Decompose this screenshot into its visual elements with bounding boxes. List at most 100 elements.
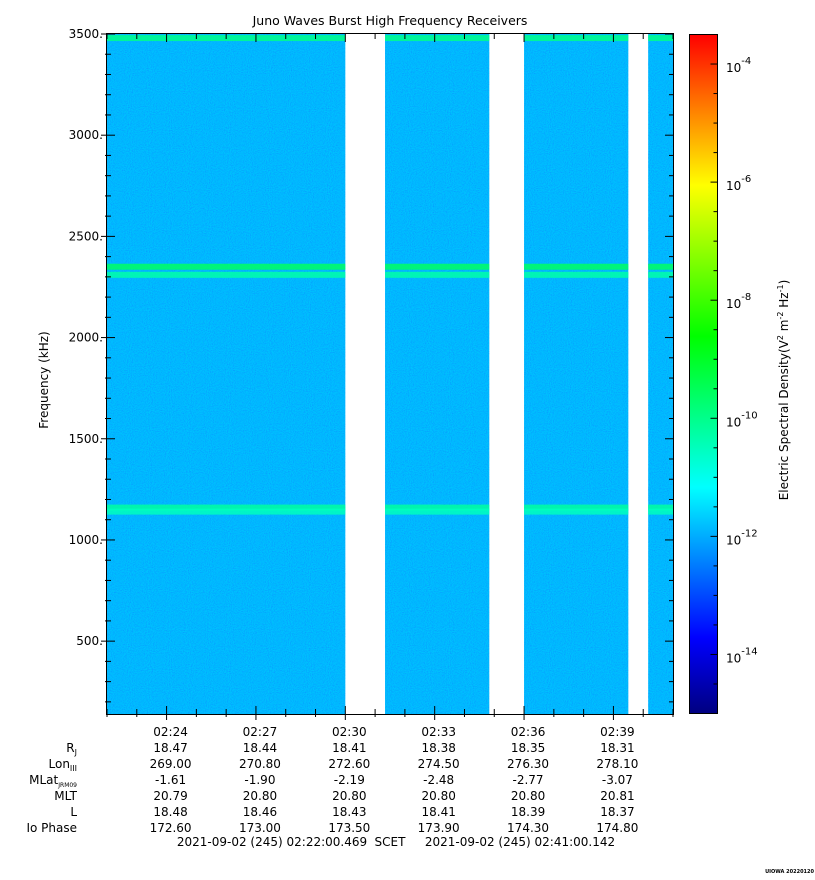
time-range-start: 2021-09-02 (245) 02:22:00.469: [177, 835, 367, 849]
colorbar: 10-4 10-6 10-8 10-10 10-12 10-14 Electric Spe…: [689, 34, 791, 714]
ephemeris-value: 18.46: [243, 805, 277, 819]
emission-band: [524, 504, 629, 511]
y-tick-label: 1000.: [69, 533, 103, 547]
ephemeris-row-label: LonIII: [49, 757, 78, 773]
segment-noise-bright: [524, 34, 629, 714]
emission-band: [385, 504, 490, 511]
time-range-scet: SCET: [375, 835, 407, 849]
ephemeris-value: 174.30: [507, 821, 549, 835]
emission-band: [648, 508, 673, 515]
emission-band: [385, 508, 490, 515]
ephemeris-value: 18.38: [422, 741, 456, 755]
ephemeris-value: 270.80: [239, 757, 281, 771]
emission-band: [107, 271, 346, 278]
ephemeris-value: 272.60: [328, 757, 370, 771]
ephemeris-value: -1.61: [155, 773, 186, 787]
ephemeris-value: 18.44: [243, 741, 277, 755]
y-tick-label: 2500.: [69, 229, 103, 243]
ephemeris-value: -2.77: [513, 773, 544, 787]
ephemeris-value: 18.41: [332, 741, 366, 755]
segment-noise-bright: [107, 34, 346, 714]
emission-band: [524, 35, 629, 42]
ephemeris-value: 278.10: [596, 757, 638, 771]
ephemeris-value: 18.48: [153, 805, 187, 819]
data-segment: [648, 34, 673, 714]
ephemeris-value: 174.80: [596, 821, 638, 835]
emission-band: [385, 271, 490, 278]
colorbar-tick-label: 10-12: [726, 528, 758, 547]
x-axis: 02:24 02:27 02:30 02:33 02:36 02:39: [106, 34, 674, 739]
x-tick-label: 02:33: [421, 725, 456, 739]
y-tick-label: 500.: [76, 634, 103, 648]
time-range: 2021-09-02 (245) 02:22:00.469 SCET 2021-…: [177, 835, 615, 849]
ephemeris-table: RJ 18.47 18.44 18.41 18.38 18.35 18.31 LonIII 26…: [26, 741, 638, 835]
emission-band: [107, 504, 346, 511]
ephemeris-value: 18.39: [511, 805, 545, 819]
time-range-end: 2021-09-02 (245) 02:41:00.142: [425, 835, 615, 849]
ephemeris-value: 20.80: [511, 789, 545, 803]
y-tick-label: 1500.: [69, 432, 103, 446]
emission-band: [648, 504, 673, 511]
ephemeris-value: -3.07: [602, 773, 633, 787]
ephemeris-row-label: RJ: [66, 741, 77, 757]
y-tick-label: 3000.: [69, 128, 103, 142]
ephemeris-value: 20.80: [243, 789, 277, 803]
ephemeris-value: 18.41: [422, 805, 456, 819]
ephemeris-value: 20.79: [153, 789, 187, 803]
y-axis-label: Frequency (kHz): [37, 331, 51, 428]
x-tick-label: 02:24: [153, 725, 188, 739]
emission-band: [524, 508, 629, 515]
colorbar-tick-label: 10-10: [726, 410, 758, 429]
footer-tag: UIOWA 20220120: [765, 869, 814, 875]
ephemeris-value: 20.80: [332, 789, 366, 803]
ephemeris-value: -2.48: [423, 773, 454, 787]
ephemeris-value: 274.50: [418, 757, 460, 771]
y-tick-label: 3500.: [69, 27, 103, 41]
emission-band: [524, 263, 629, 270]
ephemeris-value: 173.50: [328, 821, 370, 835]
x-tick-label: 02:39: [600, 725, 635, 739]
ephemeris-row-label: MLatJRM09: [29, 773, 77, 789]
ephemeris-value: 18.37: [600, 805, 634, 819]
ephemeris-row-label: Io Phase: [26, 821, 77, 835]
spectrogram-plot: [107, 34, 673, 714]
ephemeris-value: -1.90: [244, 773, 275, 787]
x-tick-label: 02:36: [511, 725, 546, 739]
emission-band: [524, 271, 629, 278]
ephemeris-value: 18.47: [153, 741, 187, 755]
segment-noise-bright: [385, 34, 490, 714]
x-tick-label: 02:27: [243, 725, 278, 739]
emission-band: [107, 508, 346, 515]
ephemeris-value: 18.43: [332, 805, 366, 819]
ephemeris-value: 173.90: [418, 821, 460, 835]
emission-band: [648, 271, 673, 278]
data-segment: [524, 34, 629, 714]
colorbar-tick-label: 10-8: [726, 292, 751, 311]
ephemeris-value: -2.19: [334, 773, 365, 787]
emission-band: [385, 35, 490, 42]
segment-noise-bright: [648, 34, 673, 714]
ephemeris-value: 173.00: [239, 821, 281, 835]
y-tick-label: 2000.: [69, 331, 103, 345]
chart-title: Juno Waves Burst High Frequency Receiver…: [252, 13, 528, 28]
ephemeris-value: 18.31: [600, 741, 634, 755]
colorbar-tick-label: 10-6: [726, 174, 751, 193]
ephemeris-value: 172.60: [150, 821, 192, 835]
colorbar-scale: [689, 34, 718, 714]
emission-band: [648, 35, 673, 42]
emission-band: [648, 263, 673, 270]
emission-band: [107, 263, 346, 270]
colorbar-tick-label: 10-4: [726, 56, 751, 75]
emission-band: [385, 263, 490, 270]
y-axis: 3500. 3000. 2500. 2000. 1500. 1000. 500.: [69, 27, 673, 703]
ephemeris-value: 18.35: [511, 741, 545, 755]
ephemeris-row-label: L: [70, 805, 77, 819]
ephemeris-value: 269.00: [150, 757, 192, 771]
colorbar-label: Electric Spectral Density(V2 m-2 Hz-1): [776, 280, 791, 501]
colorbar-tick-label: 10-14: [726, 646, 758, 665]
ephemeris-value: 276.30: [507, 757, 549, 771]
ephemeris-row-label: MLT: [54, 789, 77, 803]
x-tick-label: 02:30: [332, 725, 367, 739]
plot-frame: [106, 33, 674, 715]
